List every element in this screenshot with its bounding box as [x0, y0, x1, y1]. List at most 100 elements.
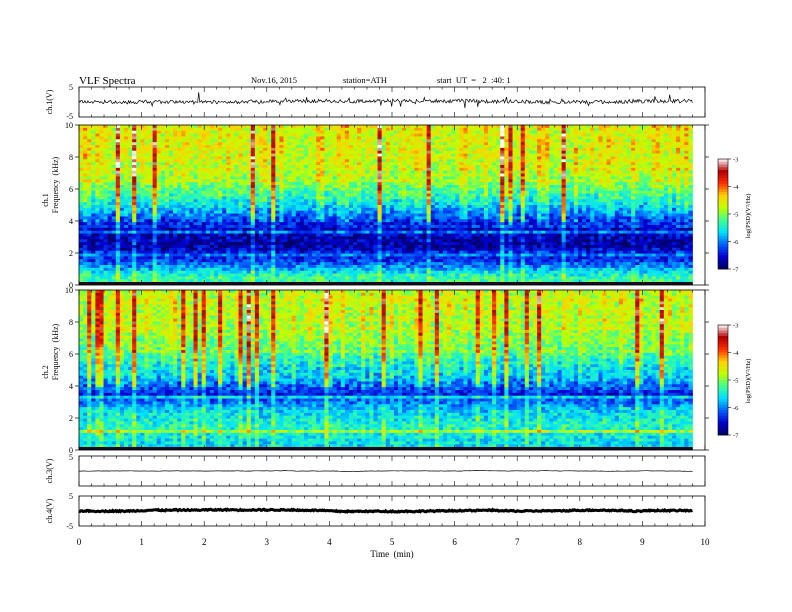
spectrogram-cell [606, 145, 612, 149]
spectrogram-cell [173, 150, 178, 154]
spectrogram-cell [467, 176, 473, 180]
spectrogram-cell [492, 170, 497, 174]
spectrogram-cell [193, 170, 199, 174]
spectrogram-cell [655, 125, 661, 129]
spectrogram-cell [647, 173, 652, 177]
spectrogram-cell [258, 147, 264, 152]
spectrogram-cell [185, 185, 190, 189]
spectrogram-cell [250, 147, 256, 152]
spectrogram-cell [193, 210, 199, 214]
spectrogram-cell [103, 162, 109, 166]
spectrogram-cell [103, 150, 109, 154]
spectrogram-cell [504, 167, 509, 172]
spectrogram-cell [672, 167, 677, 172]
spectrogram-cell [471, 173, 477, 177]
spectrogram-cell [320, 190, 325, 194]
spectrogram-cell [418, 176, 423, 180]
spectrogram-cell [393, 139, 399, 143]
spectrogram-cell [115, 133, 121, 137]
spectrogram-cell [496, 147, 501, 152]
spectrogram-cell [610, 125, 616, 129]
spectrogram-cell [287, 173, 293, 177]
spectrogram-cell [107, 202, 113, 206]
spectrogram-cell [528, 147, 534, 152]
spectrogram-cell [95, 182, 100, 186]
spectrogram-cell [438, 162, 444, 166]
spectrogram-cell [639, 216, 644, 220]
spectrogram-cell [365, 199, 370, 203]
spectrogram-cell [242, 167, 248, 172]
spectrogram-cell [320, 142, 325, 146]
spectrogram-cell [365, 205, 370, 209]
spectrogram-cell [500, 162, 505, 166]
spectrogram-cell [635, 130, 640, 134]
spectrogram-cell [508, 173, 513, 177]
spectrogram-cell [389, 167, 395, 172]
spectrogram-cell [422, 173, 428, 177]
spectrogram-cell [115, 205, 121, 209]
spectrogram-cell [238, 145, 243, 149]
spectrogram-cell [676, 165, 681, 169]
spectrogram-cell [115, 139, 121, 143]
spectrogram-cell [438, 136, 444, 140]
spectrogram-cell [357, 147, 362, 152]
spectrogram-cell [557, 153, 562, 157]
spectrogram-cell [209, 182, 215, 186]
spectrogram-cell [467, 210, 473, 214]
spectrogram-cell [336, 150, 342, 154]
spectrogram-cell [504, 139, 509, 143]
spectrogram-cell [312, 150, 317, 154]
spectrogram-cell [393, 190, 399, 194]
spectrogram-cell [140, 147, 145, 152]
spectrogram-cell [275, 173, 280, 177]
spectrogram-cell [602, 133, 607, 137]
spectrogram-cell [385, 185, 391, 189]
spectrogram-cell [95, 205, 100, 209]
spectrogram-cell [479, 182, 485, 186]
spectrogram-cell [156, 213, 162, 217]
spectrogram-cell [659, 133, 665, 137]
spectrogram-cell [520, 176, 526, 180]
spectrogram-cell [414, 199, 419, 203]
spectrogram-cell [438, 179, 444, 183]
spectrogram-cell [312, 193, 317, 197]
spectrogram-cell [582, 210, 587, 214]
spectrogram-cell [373, 127, 378, 132]
spectrogram-cell [639, 136, 644, 140]
spectrogram-cell [279, 205, 284, 209]
spectrogram-cell [242, 213, 248, 217]
spectrogram-cell [635, 207, 640, 212]
spectrogram-cell [496, 187, 501, 192]
spectrogram-cell [164, 185, 170, 189]
spectrogram-cell [426, 159, 432, 163]
spectrogram-cell [87, 162, 92, 166]
spectrogram-cell [365, 153, 370, 157]
spectrogram-cell [340, 145, 346, 149]
spectrogram-cell [385, 145, 391, 149]
spectrogram-cell [254, 210, 260, 214]
spectrogram-cell [659, 165, 665, 169]
spectrogram-cell [426, 162, 432, 166]
spectrogram-cell [348, 150, 354, 154]
spectrogram-cell [643, 182, 648, 186]
spectrogram-cell [357, 205, 362, 209]
spectrogram-cell [164, 179, 170, 183]
spectrogram-cell [312, 139, 317, 143]
spectrogram-cell [667, 185, 673, 189]
spectrogram-cell [651, 205, 657, 209]
spectrogram-cell [254, 133, 260, 137]
spectrogram-cell [659, 147, 665, 152]
spectrogram-cell [618, 156, 624, 160]
spectrogram-cell [459, 156, 464, 160]
spectrogram-cell [287, 170, 293, 174]
spectrogram-cell [160, 150, 166, 154]
spectrogram-cell [336, 170, 342, 174]
spectrogram-cell [520, 127, 526, 132]
spectrogram-cell [168, 176, 174, 180]
spectrogram-cell [271, 210, 276, 214]
spectrogram-cell [197, 130, 203, 134]
spectrogram-cell [218, 133, 223, 137]
spectrogram-cell [193, 156, 199, 160]
spectrogram-cell [676, 182, 681, 186]
spectrogram-cell [119, 182, 125, 186]
